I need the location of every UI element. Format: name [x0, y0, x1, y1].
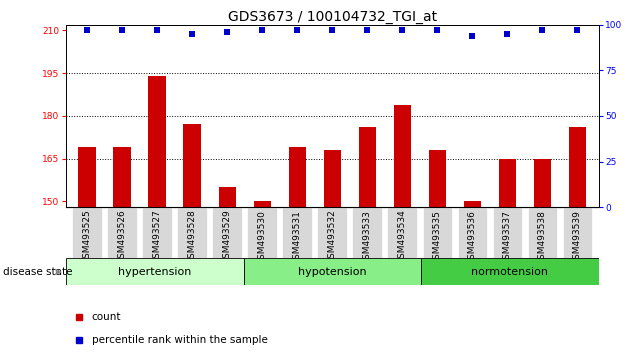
- Text: GSM493531: GSM493531: [293, 210, 302, 264]
- Point: [222, 29, 232, 35]
- Text: GSM493538: GSM493538: [538, 210, 547, 264]
- Bar: [113, 147, 131, 207]
- Bar: [499, 159, 516, 207]
- Bar: [428, 150, 446, 207]
- Point: [362, 27, 372, 33]
- Text: GSM493528: GSM493528: [188, 210, 197, 264]
- Bar: [219, 187, 236, 207]
- Text: GSM493534: GSM493534: [398, 210, 407, 264]
- Point: [117, 27, 127, 33]
- Bar: [149, 76, 166, 207]
- FancyBboxPatch shape: [457, 207, 487, 258]
- Bar: [569, 127, 587, 207]
- Text: GSM493529: GSM493529: [223, 210, 232, 264]
- Point: [432, 27, 442, 33]
- Text: hypotension: hypotension: [298, 267, 367, 277]
- FancyBboxPatch shape: [244, 258, 421, 285]
- Bar: [358, 127, 376, 207]
- FancyBboxPatch shape: [66, 258, 244, 285]
- Bar: [464, 201, 481, 207]
- Text: GSM493526: GSM493526: [118, 210, 127, 264]
- Text: hypertension: hypertension: [118, 267, 192, 277]
- Bar: [253, 201, 271, 207]
- FancyBboxPatch shape: [352, 207, 382, 258]
- Point: [292, 27, 302, 33]
- Text: GSM493527: GSM493527: [152, 210, 162, 264]
- Point: [502, 31, 512, 37]
- Text: GSM493539: GSM493539: [573, 210, 582, 264]
- Bar: [394, 104, 411, 207]
- Point: [398, 27, 408, 33]
- Text: GSM493532: GSM493532: [328, 210, 337, 264]
- Point: [257, 27, 267, 33]
- Bar: [183, 125, 201, 207]
- Point: [152, 27, 163, 33]
- Point: [82, 27, 92, 33]
- Point: [467, 33, 478, 39]
- FancyBboxPatch shape: [387, 207, 417, 258]
- Text: GSM493530: GSM493530: [258, 210, 266, 264]
- Bar: [534, 159, 551, 207]
- FancyBboxPatch shape: [527, 207, 558, 258]
- FancyBboxPatch shape: [423, 207, 452, 258]
- Text: GSM493535: GSM493535: [433, 210, 442, 264]
- Text: GSM493536: GSM493536: [468, 210, 477, 264]
- FancyBboxPatch shape: [282, 207, 312, 258]
- FancyBboxPatch shape: [421, 258, 598, 285]
- Point: [573, 27, 583, 33]
- FancyBboxPatch shape: [318, 207, 347, 258]
- Point: [187, 31, 197, 37]
- FancyBboxPatch shape: [248, 207, 277, 258]
- FancyBboxPatch shape: [142, 207, 172, 258]
- Bar: [78, 147, 96, 207]
- Point: [537, 27, 547, 33]
- FancyBboxPatch shape: [107, 207, 137, 258]
- Text: disease state: disease state: [3, 267, 72, 277]
- FancyBboxPatch shape: [212, 207, 242, 258]
- Text: count: count: [92, 312, 121, 322]
- Text: GSM493537: GSM493537: [503, 210, 512, 264]
- FancyBboxPatch shape: [178, 207, 207, 258]
- Point: [328, 27, 338, 33]
- Bar: [289, 147, 306, 207]
- Text: GSM493533: GSM493533: [363, 210, 372, 264]
- Bar: [324, 150, 341, 207]
- FancyBboxPatch shape: [563, 207, 592, 258]
- Text: percentile rank within the sample: percentile rank within the sample: [92, 335, 268, 346]
- FancyBboxPatch shape: [72, 207, 102, 258]
- FancyBboxPatch shape: [493, 207, 522, 258]
- Text: GSM493525: GSM493525: [83, 210, 91, 264]
- Title: GDS3673 / 100104732_TGI_at: GDS3673 / 100104732_TGI_at: [228, 10, 437, 24]
- Text: normotension: normotension: [471, 267, 548, 277]
